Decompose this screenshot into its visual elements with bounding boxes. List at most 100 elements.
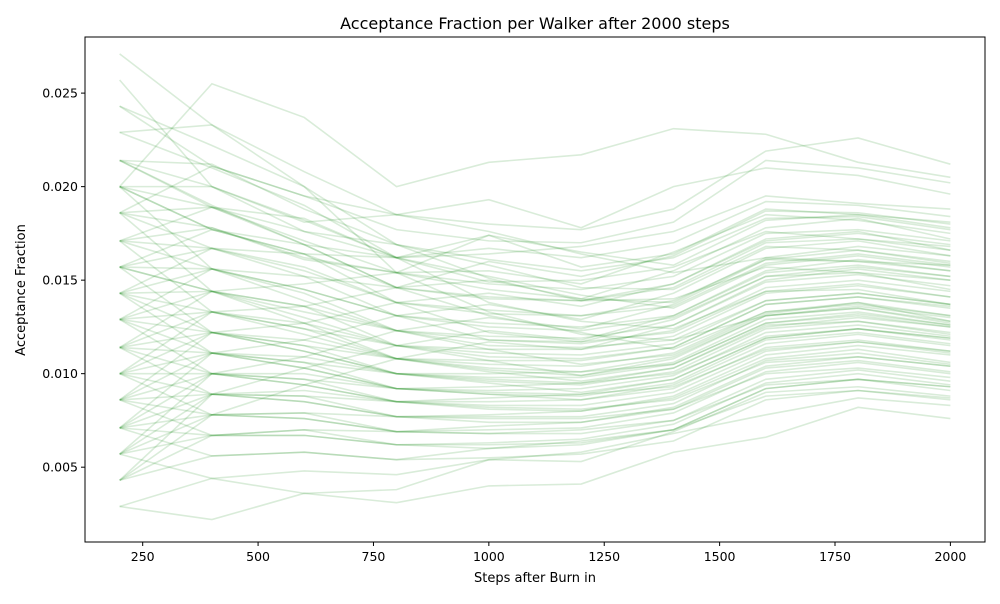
walker-line-35 (119, 284, 951, 375)
walker-line-21 (119, 266, 951, 360)
y-tick-label: 0.015 (42, 273, 78, 288)
walker-line-48 (119, 344, 951, 455)
walker-line-58 (119, 185, 951, 259)
walker-line-71 (119, 226, 951, 291)
walker-line-62 (119, 213, 951, 321)
walker-line-77 (119, 378, 951, 435)
x-axis: 250 500 750 1000 1250 1500 1750 2000 (131, 542, 966, 564)
walker-line-55 (119, 406, 951, 521)
walker-line-36 (119, 313, 951, 379)
plot-frame (84, 36, 986, 543)
chart-title: Acceptance Fraction per Walker after 200… (340, 14, 730, 33)
x-tick-label: 250 (131, 549, 155, 564)
walker-line-45 (119, 361, 951, 433)
walker-line-64 (119, 230, 951, 375)
walker-line-12 (119, 206, 951, 304)
walker-line-38 (119, 369, 951, 435)
walker-line-22 (119, 266, 951, 394)
walker-line-39 (119, 296, 951, 401)
walker-line-68 (119, 268, 951, 481)
walker-line-32 (119, 303, 951, 367)
walker-line-17 (119, 240, 951, 349)
y-tick-label: 0.025 (42, 86, 78, 101)
walker-line-4 (119, 159, 951, 330)
walker-line-29 (119, 318, 951, 386)
walker-line-20 (119, 266, 951, 332)
walker-line-43 (119, 305, 951, 429)
walker-line-41 (119, 352, 951, 418)
walker-line-14 (119, 212, 951, 377)
walker-line-19 (119, 228, 951, 302)
walker-line-47 (119, 316, 951, 455)
walker-line-51 (119, 327, 951, 481)
walker-line-5 (119, 159, 951, 291)
walker-line-42 (119, 378, 951, 446)
walker-line-46 (119, 389, 951, 461)
walker-line-30 (119, 318, 951, 412)
series-layer (119, 53, 951, 521)
walker-line-73 (119, 292, 951, 384)
walker-line-7 (119, 82, 951, 188)
walker-line-9 (119, 185, 951, 343)
y-tick-label: 0.010 (42, 366, 78, 381)
walker-line-44 (119, 333, 951, 429)
walker-line-75 (119, 346, 951, 411)
y-axis-label: Acceptance Fraction (14, 224, 29, 356)
walker-line-63 (119, 217, 951, 349)
walker-line-34 (119, 346, 951, 424)
x-tick-label: 2000 (934, 549, 966, 564)
walker-line-10 (119, 186, 951, 366)
x-tick-label: 750 (362, 549, 386, 564)
x-tick-label: 1750 (819, 549, 851, 564)
walker-line-61 (119, 210, 951, 295)
walker-line-11 (119, 165, 951, 229)
x-tick-label: 1500 (704, 549, 736, 564)
walker-line-31 (119, 273, 951, 349)
walker-line-6 (119, 159, 951, 351)
walker-line-26 (119, 292, 951, 401)
walker-line-70 (119, 185, 951, 302)
walker-line-33 (119, 331, 951, 397)
y-tick-label: 0.005 (42, 460, 78, 475)
walker-line-72 (119, 266, 951, 373)
y-axis: 0.005 0.010 0.015 0.020 0.025 (42, 86, 85, 475)
walker-line-50 (119, 385, 951, 480)
x-tick-label: 1000 (473, 549, 505, 564)
x-tick-label: 1250 (588, 549, 620, 564)
walker-line-57 (119, 105, 951, 244)
walker-line-67 (119, 258, 951, 455)
walker-line-66 (119, 249, 951, 429)
walker-line-28 (119, 292, 951, 356)
walker-line-16 (119, 240, 951, 317)
walker-line-74 (119, 318, 951, 396)
walker-line-27 (119, 264, 951, 328)
x-axis-label: Steps after Burn in (474, 571, 596, 586)
walker-line-60 (119, 200, 951, 268)
walker-line-69 (119, 159, 951, 272)
walker-line-2 (119, 105, 951, 302)
walker-line-8 (119, 185, 951, 310)
y-tick-label: 0.020 (42, 179, 78, 194)
walker-line-59 (119, 208, 951, 274)
walker-line-25 (119, 292, 951, 377)
walker-line-65 (119, 240, 951, 401)
walker-line-37 (119, 341, 951, 407)
walker-line-13 (119, 212, 951, 343)
walker-line-18 (119, 240, 951, 382)
walker-line-0 (119, 53, 951, 341)
walker-line-53 (119, 378, 951, 482)
walker-line-1 (119, 79, 951, 274)
walker-line-3 (119, 131, 951, 283)
walker-line-78 (119, 389, 951, 450)
walker-line-54 (119, 397, 951, 508)
walker-line-15 (119, 206, 951, 267)
walker-line-23 (119, 247, 951, 317)
walker-line-76 (119, 367, 951, 420)
walker-line-49 (119, 372, 951, 455)
walker-line-24 (119, 279, 951, 345)
walker-line-40 (119, 324, 951, 401)
walker-line-56 (119, 124, 951, 231)
x-tick-label: 500 (246, 549, 270, 564)
